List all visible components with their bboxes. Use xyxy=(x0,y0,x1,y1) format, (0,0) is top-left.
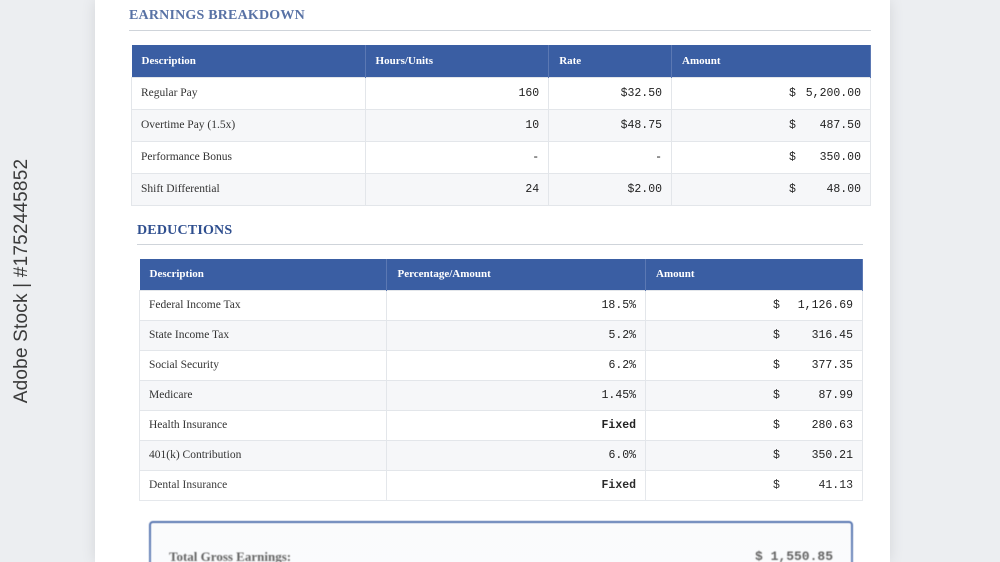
currency-symbol: $ xyxy=(773,448,780,462)
earnings-rate: - xyxy=(548,140,673,174)
deduction-percentage: 6.0% xyxy=(386,439,647,471)
deductions-divider xyxy=(137,244,863,245)
earnings-rate: $48.75 xyxy=(548,108,673,142)
currency-symbol: $ xyxy=(789,118,796,132)
total-gross-label: Total Gross Earnings: xyxy=(169,549,292,562)
earnings-amount-cell: $48.00 xyxy=(671,172,871,206)
currency-symbol: $ xyxy=(789,150,796,164)
deductions-table: Description Percentage/Amount Amount Fed… xyxy=(138,259,863,501)
deduction-description: Dental Insurance xyxy=(138,469,388,501)
currency-symbol: $ xyxy=(773,328,780,342)
earnings-col-hours: Hours/Units xyxy=(365,45,550,77)
deduction-amount-cell: $350.21 xyxy=(645,439,863,471)
deduction-amount: 41.13 xyxy=(818,478,853,492)
deduction-amount-cell: $377.35 xyxy=(645,349,863,381)
deduction-amount-cell: $316.45 xyxy=(645,319,863,351)
deduction-description: Federal Income Tax xyxy=(138,289,388,321)
earnings-hours: 160 xyxy=(364,76,550,110)
deductions-col-percentage: Percentage/Amount xyxy=(386,259,647,290)
deduction-amount: 316.45 xyxy=(811,328,853,342)
earnings-description: Shift Differential xyxy=(131,172,366,206)
deduction-percentage: 5.2% xyxy=(386,319,647,351)
deduction-description: State Income Tax xyxy=(138,319,388,351)
payslip-page: EARNINGS BREAKDOWN Description Hours/Uni… xyxy=(95,0,890,562)
currency-symbol: $ xyxy=(773,478,780,492)
earnings-description: Performance Bonus xyxy=(131,140,366,174)
deductions-row: Medicare 1.45% $87.99 xyxy=(138,379,863,411)
deductions-title: DEDUCTIONS xyxy=(137,223,233,238)
earnings-description: Overtime Pay (1.5x) xyxy=(131,108,366,142)
deductions-row: Federal Income Tax 18.5% $1,126.69 xyxy=(138,289,863,321)
earnings-row: Shift Differential 24 $2.00 $48.00 xyxy=(131,172,871,206)
earnings-col-description: Description xyxy=(131,45,366,77)
earnings-rate: $32.50 xyxy=(548,76,673,110)
earnings-row: Performance Bonus - - $350.00 xyxy=(131,140,871,174)
deduction-amount-cell: $1,126.69 xyxy=(645,289,863,321)
earnings-table: Description Hours/Units Rate Amount Regu… xyxy=(131,45,871,206)
earnings-row: Overtime Pay (1.5x) 10 $48.75 $487.50 xyxy=(131,108,871,142)
deduction-amount-cell: $41.13 xyxy=(645,469,863,501)
deduction-description: Health Insurance xyxy=(138,409,388,441)
deduction-percentage: Fixed xyxy=(386,469,647,501)
earnings-row: Regular Pay 160 $32.50 $5,200.00 xyxy=(131,76,871,110)
deduction-amount-cell: $280.63 xyxy=(645,409,863,441)
total-summary-box: Total Gross Earnings: $ 1,550.85 xyxy=(149,521,853,562)
earnings-amount-cell: $350.00 xyxy=(671,140,871,174)
deductions-col-amount: Amount xyxy=(645,259,863,290)
earnings-col-rate: Rate xyxy=(548,45,673,77)
deductions-col-description: Description xyxy=(139,259,388,290)
earnings-rate: $2.00 xyxy=(548,172,673,206)
currency-symbol: $ xyxy=(773,298,780,312)
deduction-amount: 350.21 xyxy=(811,448,853,462)
currency-symbol: $ xyxy=(773,388,780,402)
deductions-row: Dental Insurance Fixed $41.13 xyxy=(138,469,863,501)
deductions-row: State Income Tax 5.2% $316.45 xyxy=(138,319,863,351)
deduction-percentage: 6.2% xyxy=(386,349,647,381)
deduction-percentage: 1.45% xyxy=(386,379,647,411)
deduction-description: 401(k) Contribution xyxy=(138,439,388,471)
deduction-amount: 280.63 xyxy=(811,418,853,432)
earnings-header-row: Description Hours/Units Rate Amount xyxy=(131,45,871,77)
deductions-row: Health Insurance Fixed $280.63 xyxy=(138,409,863,441)
earnings-amount: 5,200.00 xyxy=(805,86,861,100)
deduction-description: Medicare xyxy=(138,379,388,411)
currency-symbol: $ xyxy=(773,358,780,372)
earnings-description: Regular Pay xyxy=(131,76,366,110)
deduction-percentage: 18.5% xyxy=(386,289,647,321)
earnings-divider xyxy=(129,30,871,31)
deduction-amount: 1,126.69 xyxy=(797,298,853,312)
earnings-amount: 48.00 xyxy=(826,182,861,196)
deductions-header-row: Description Percentage/Amount Amount xyxy=(139,259,863,290)
earnings-amount: 350.00 xyxy=(819,150,861,164)
earnings-col-amount: Amount xyxy=(671,45,871,77)
deduction-description: Social Security xyxy=(138,349,388,381)
earnings-hours: 10 xyxy=(364,108,550,142)
deduction-amount: 87.99 xyxy=(818,388,853,402)
deductions-row: Social Security 6.2% $377.35 xyxy=(138,349,863,381)
earnings-hours: 24 xyxy=(364,172,550,206)
watermark-side: Adobe Stock | #1752445852 xyxy=(6,0,38,562)
watermark-text: Adobe Stock | #1752445852 xyxy=(11,158,32,404)
total-gross-value: $ 1,550.85 xyxy=(754,549,833,562)
earnings-title: EARNINGS BREAKDOWN xyxy=(129,8,305,23)
earnings-hours: - xyxy=(364,140,550,174)
currency-symbol: $ xyxy=(789,86,796,100)
deduction-percentage: Fixed xyxy=(386,409,647,441)
deduction-amount: 377.35 xyxy=(811,358,853,372)
earnings-amount: 487.50 xyxy=(819,118,861,132)
currency-symbol: $ xyxy=(773,418,780,432)
earnings-amount-cell: $5,200.00 xyxy=(671,76,871,110)
deduction-amount-cell: $87.99 xyxy=(645,379,863,411)
deductions-row: 401(k) Contribution 6.0% $350.21 xyxy=(138,439,863,471)
currency-symbol: $ xyxy=(789,182,796,196)
earnings-amount-cell: $487.50 xyxy=(671,108,871,142)
